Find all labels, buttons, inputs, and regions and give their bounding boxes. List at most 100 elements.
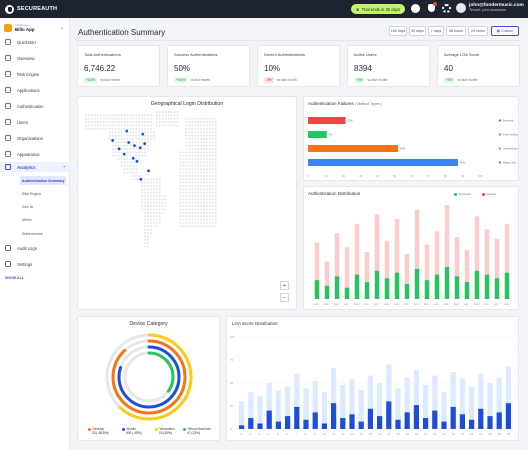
sidebar-item-authentication[interactable]: Authentication xyxy=(0,101,70,111)
kpi-card-success-authentications: Success Authentications 50% +0.4% vs last… xyxy=(167,45,250,87)
map-land-dot xyxy=(188,201,191,204)
legend-label: Desktop xyxy=(92,427,105,431)
map-land-dot xyxy=(120,131,123,134)
map-land-dot xyxy=(144,211,147,214)
map-login-marker[interactable] xyxy=(111,139,115,142)
map-land-dot xyxy=(208,127,211,130)
sidebar-item-risk-engine[interactable]: Risk Engine xyxy=(0,69,70,79)
map-land-dot xyxy=(146,235,150,238)
range-48-hours-button[interactable]: 48 hours xyxy=(446,26,466,36)
map-land-dot xyxy=(164,205,167,208)
map-land-dot xyxy=(129,147,132,151)
apps-icon xyxy=(5,87,11,93)
sidebar-item-applications[interactable]: Applications xyxy=(0,85,70,95)
range-custom-button[interactable]: ▦ Custom xyxy=(491,26,519,36)
map-land-dot xyxy=(149,231,153,235)
accepted-bar xyxy=(314,280,320,299)
map-land-dot xyxy=(152,215,155,218)
brand-logo[interactable]: SECUREAUTH xyxy=(5,4,57,14)
map-land-dot xyxy=(94,114,97,117)
sidebar-item-users[interactable]: Users xyxy=(0,117,70,127)
map-land-dot xyxy=(199,161,203,164)
map-land-dot xyxy=(197,154,200,157)
sidebar-item-overview[interactable]: Overview xyxy=(0,53,70,63)
map-login-marker[interactable] xyxy=(139,177,143,181)
score-bar xyxy=(321,423,327,429)
sidebar-subitem-authentication-summary[interactable]: Authentication Summary xyxy=(20,176,66,185)
map-land-dot xyxy=(191,215,194,218)
map-land-dot xyxy=(146,178,150,181)
map-login-marker[interactable] xyxy=(135,160,139,163)
zoom-out-button[interactable]: − xyxy=(280,293,289,302)
map-land-dot xyxy=(182,154,185,157)
gear-icon[interactable] xyxy=(442,4,451,13)
denied-bar xyxy=(374,214,380,299)
map-login-marker[interactable] xyxy=(138,146,142,150)
map-land-dot xyxy=(208,131,211,134)
map-land-dot xyxy=(144,208,147,211)
trial-badge[interactable]: ♛ Trial ends in 30 days xyxy=(351,4,405,14)
notification-bell-icon[interactable] xyxy=(428,2,437,12)
map-land-dot xyxy=(117,158,120,161)
range-24-hours-button[interactable]: 24 hours xyxy=(468,26,488,36)
sidebar-item-appearance[interactable]: Appearance xyxy=(0,149,70,159)
sidebar-subitem-geo-ia[interactable]: Geo IA xyxy=(20,202,66,211)
map-login-marker[interactable] xyxy=(143,142,147,145)
score-bar xyxy=(505,403,511,429)
map-land-dot xyxy=(144,117,147,120)
map-land-dot xyxy=(197,208,200,211)
map-land-dot xyxy=(152,131,155,134)
sidebar-item-analytics[interactable]: Analytics ⌃ xyxy=(0,162,70,172)
map-login-marker[interactable] xyxy=(127,141,131,144)
map-login-marker[interactable] xyxy=(117,147,121,151)
map-land-dot xyxy=(208,137,211,140)
map-land-dot xyxy=(191,117,194,120)
map-land-dot xyxy=(194,201,197,204)
sidebar-subitem-enforcement[interactable]: Enforcement xyxy=(20,229,66,238)
map-land-dot xyxy=(135,171,138,174)
map-land-dot xyxy=(146,134,150,137)
range-180-days-button[interactable]: 180 days xyxy=(389,26,407,36)
map-login-marker[interactable] xyxy=(131,156,135,160)
score-bar xyxy=(340,418,346,429)
map-land-dot xyxy=(129,137,132,140)
user-email: john@fondermusic.com xyxy=(469,3,524,8)
map-land-dot xyxy=(214,221,217,224)
map-land-dot xyxy=(132,117,135,120)
range-90-days-button[interactable]: 90 days xyxy=(409,26,426,36)
sidebar-item-audit-logs[interactable]: Audit Logs xyxy=(0,243,70,253)
map-land-dot xyxy=(188,188,191,191)
sidebar-subitem-risk-engine[interactable]: Risk Engine xyxy=(20,189,66,198)
x-tick-label: May xyxy=(474,302,480,306)
map-land-dot xyxy=(188,168,191,171)
record-icon[interactable] xyxy=(411,4,420,13)
sidebar-item-quickstart[interactable]: Quickstart xyxy=(0,37,70,47)
sidebar-subitem-metric[interactable]: Metric xyxy=(20,215,66,224)
world-map[interactable] xyxy=(78,97,297,310)
map-login-marker[interactable] xyxy=(125,129,129,133)
user-menu[interactable]: john@fondermusic.com Tenant: john-busine… xyxy=(456,3,524,13)
map-land-dot xyxy=(105,117,108,120)
map-land-dot xyxy=(208,215,211,218)
document-icon xyxy=(5,245,11,251)
zoom-in-button[interactable]: + xyxy=(280,281,289,290)
map-land-dot xyxy=(149,121,153,124)
map-land-dot xyxy=(146,131,150,134)
map-login-marker[interactable] xyxy=(122,152,126,156)
map-login-marker[interactable] xyxy=(141,132,145,136)
map-login-marker[interactable] xyxy=(147,169,150,173)
sidebar-item-settings[interactable]: Settings xyxy=(0,259,70,269)
map-land-dot xyxy=(197,164,200,167)
range-7-days-button[interactable]: 7 days xyxy=(428,26,444,36)
baseline-bar xyxy=(275,390,281,429)
map-land-dot xyxy=(141,151,144,154)
map-land-dot xyxy=(105,127,108,130)
map-land-dot xyxy=(211,184,214,188)
map-land-dot xyxy=(155,121,158,124)
x-tick-label: 0 xyxy=(308,174,310,178)
show-all-link[interactable]: SHOW ALL xyxy=(5,276,25,280)
sidebar-item-organizations[interactable]: Organizations xyxy=(0,133,70,143)
map-login-marker[interactable] xyxy=(133,144,136,147)
baseline-bar xyxy=(377,383,383,429)
app-switcher[interactable]: Application Billo App ⌄ xyxy=(4,21,66,34)
